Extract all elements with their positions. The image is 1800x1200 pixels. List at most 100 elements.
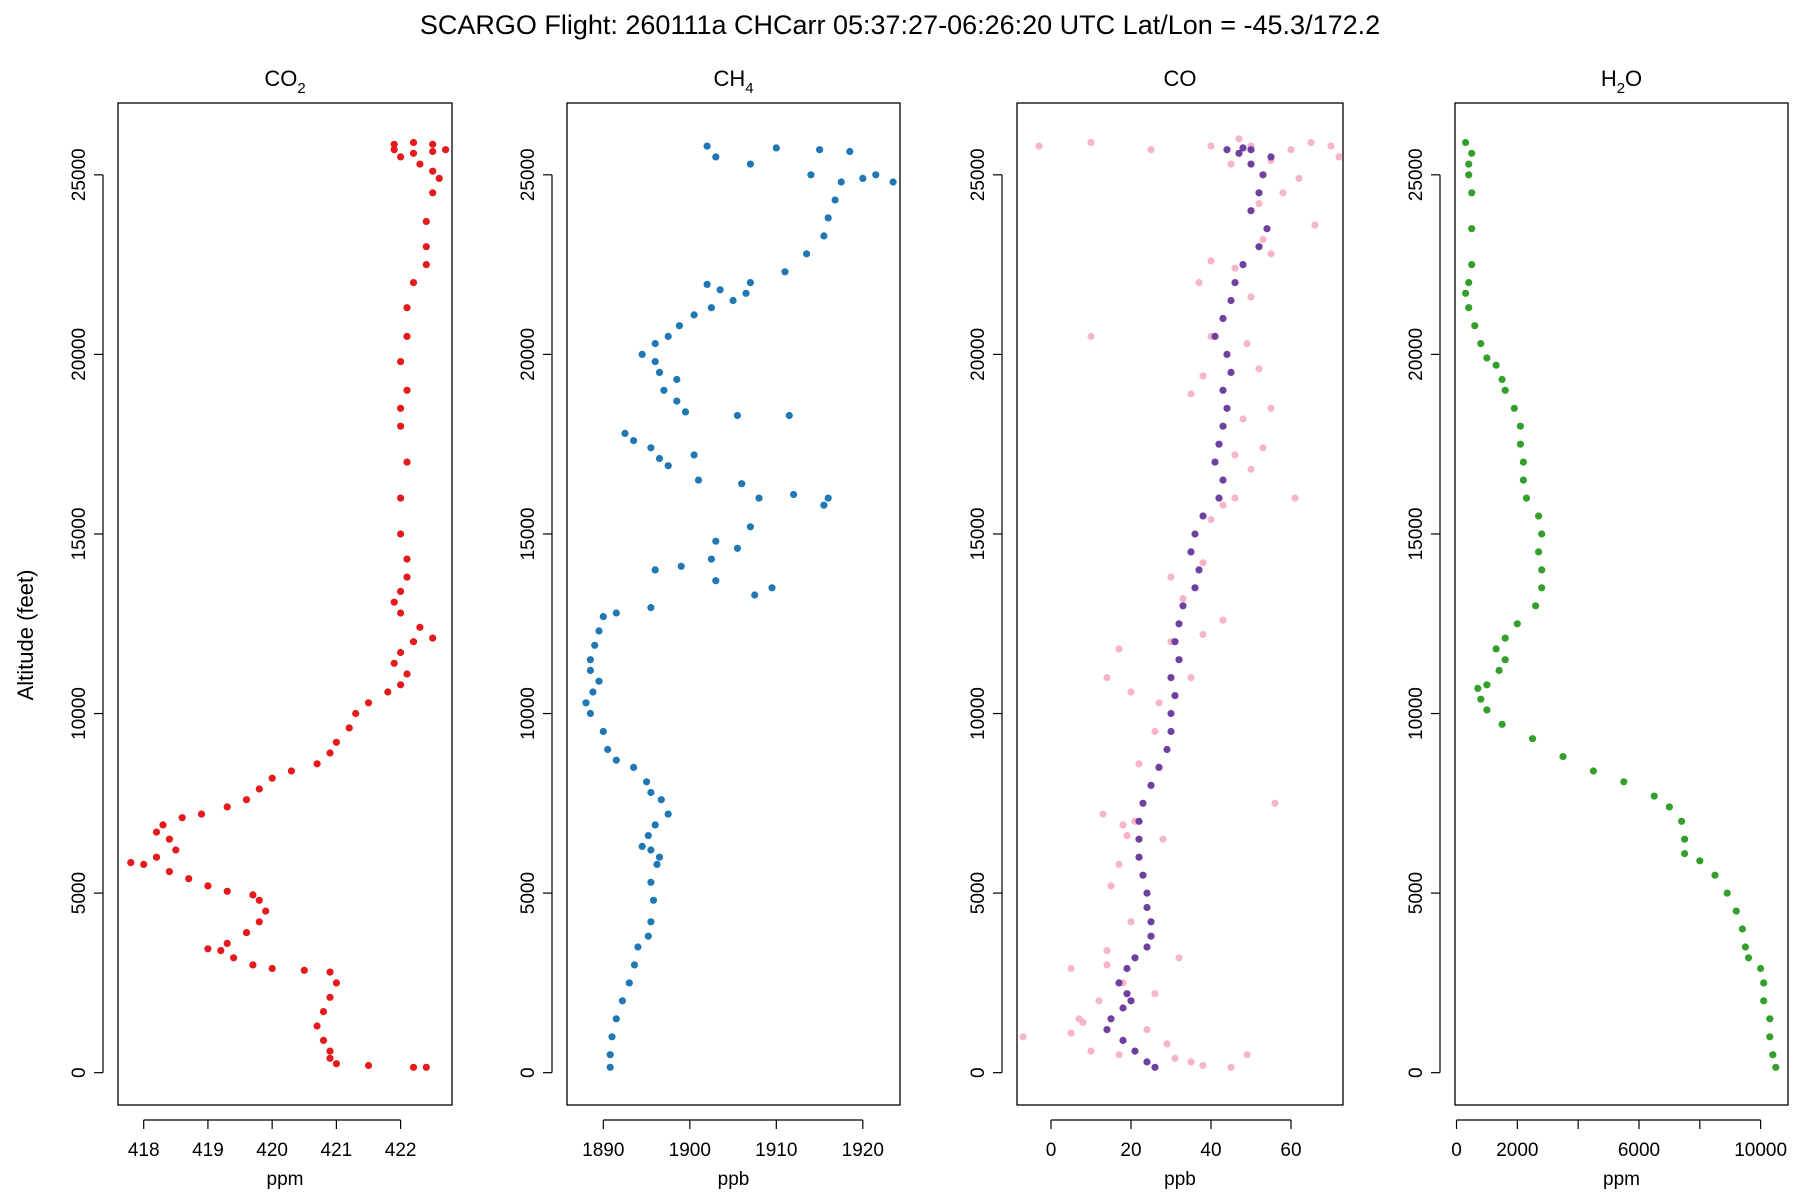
data-point: [1175, 954, 1183, 962]
x-tick-label: 422: [385, 1140, 417, 1161]
data-point: [1207, 142, 1215, 150]
data-point: [824, 494, 832, 502]
data-point: [1195, 566, 1203, 574]
data-point: [1465, 279, 1473, 287]
data-point: [1219, 422, 1227, 430]
data-point: [1723, 889, 1731, 897]
data-point: [703, 280, 711, 288]
data-point: [589, 688, 597, 696]
data-point: [364, 699, 373, 707]
y-tick-label: 20000: [1406, 328, 1427, 381]
data-point: [1163, 745, 1171, 754]
y-tick-label: 5000: [518, 872, 539, 914]
data-point: [733, 411, 742, 420]
data-point: [1501, 656, 1509, 664]
panel-title: CO: [1164, 66, 1197, 91]
data-point: [1267, 153, 1275, 161]
data-point: [1199, 1061, 1207, 1070]
y-tick-label: 0: [1406, 1067, 1427, 1078]
data-point: [223, 887, 231, 895]
data-point: [1255, 365, 1263, 373]
data-point: [403, 332, 411, 340]
y-tick-label: 5000: [69, 872, 90, 914]
data-point: [1179, 595, 1187, 603]
data-point: [429, 140, 437, 148]
data-point: [223, 803, 231, 811]
data-point: [1267, 250, 1275, 258]
data-point: [1650, 792, 1658, 800]
x-axis-label: ppm: [267, 1169, 304, 1190]
data-point: [390, 659, 398, 667]
data-point: [1227, 1063, 1235, 1071]
data-point: [1175, 620, 1183, 628]
data-point: [612, 1015, 620, 1023]
data-point: [390, 598, 398, 606]
data-point: [1766, 1015, 1774, 1023]
plot-frame: [117, 102, 453, 1106]
panel-3: CO 0 20 40 60 ppb 0 5000 10000 15000 20000 25000: [968, 66, 1344, 1190]
data-point: [1589, 767, 1597, 775]
y-tick-label: 0: [518, 1067, 539, 1078]
data-point: [1127, 688, 1135, 696]
data-point: [1516, 440, 1524, 448]
data-point: [287, 767, 295, 775]
data-point: [647, 444, 655, 452]
data-point: [1127, 918, 1135, 926]
data-point: [803, 250, 811, 258]
data-point: [1510, 404, 1518, 412]
data-point: [249, 961, 257, 969]
data-point: [807, 171, 815, 179]
data-point: [1468, 149, 1476, 157]
series-1: [1019, 135, 1343, 1071]
y-tick-label: 10000: [968, 687, 989, 740]
data-point: [397, 681, 405, 689]
data-point: [1219, 501, 1227, 509]
data-point: [1119, 821, 1127, 829]
data-point: [599, 613, 607, 621]
data-point: [1207, 257, 1215, 265]
y-tick-label: 5000: [968, 872, 989, 914]
data-point: [1501, 634, 1509, 642]
data-point: [1711, 871, 1719, 879]
data-point: [1119, 1036, 1127, 1044]
data-point: [599, 727, 607, 736]
data-point: [1465, 171, 1473, 179]
data-point: [1468, 189, 1476, 197]
x-tick-label: 6000: [1618, 1140, 1660, 1161]
data-point: [1468, 261, 1476, 269]
data-point: [643, 778, 651, 786]
data-point: [1087, 1047, 1095, 1055]
y-tick-label: 20000: [518, 328, 539, 381]
data-point: [690, 451, 698, 459]
panel-2: CH4 1890 1900 1910 1920 ppb 0 5000 10000 15000 200…: [518, 66, 901, 1190]
data-point: [1227, 368, 1235, 376]
data-point: [586, 709, 595, 718]
data-point: [435, 174, 443, 182]
data-point: [1167, 709, 1175, 718]
data-point: [1147, 146, 1155, 154]
data-point: [1223, 350, 1231, 358]
data-point: [618, 997, 627, 1005]
panel-title: CH4: [713, 66, 753, 97]
data-point: [1199, 372, 1207, 380]
x-tick-label: 2000: [1496, 1140, 1538, 1161]
x-tick-label: 420: [256, 1140, 288, 1161]
data-point: [1219, 314, 1227, 323]
panel-title: CO2: [264, 66, 305, 97]
data-point: [1107, 882, 1115, 890]
data-point: [1492, 361, 1500, 369]
y-tick-label: 10000: [518, 687, 539, 740]
data-point: [630, 961, 639, 969]
data-point: [1191, 584, 1199, 592]
y-tick-label: 15000: [518, 508, 539, 561]
data-point: [582, 699, 590, 707]
data-point: [729, 296, 737, 305]
data-point: [690, 311, 698, 319]
x-tick-label: 421: [321, 1140, 353, 1161]
data-point: [1235, 149, 1243, 157]
panel-4: H2O 0 2000 6000 10000 ppm 0 5000 10000 15000 20000…: [1406, 66, 1789, 1190]
data-point: [781, 268, 789, 276]
data-point: [1519, 476, 1527, 484]
data-point: [364, 1061, 373, 1070]
data-point: [1483, 681, 1491, 689]
